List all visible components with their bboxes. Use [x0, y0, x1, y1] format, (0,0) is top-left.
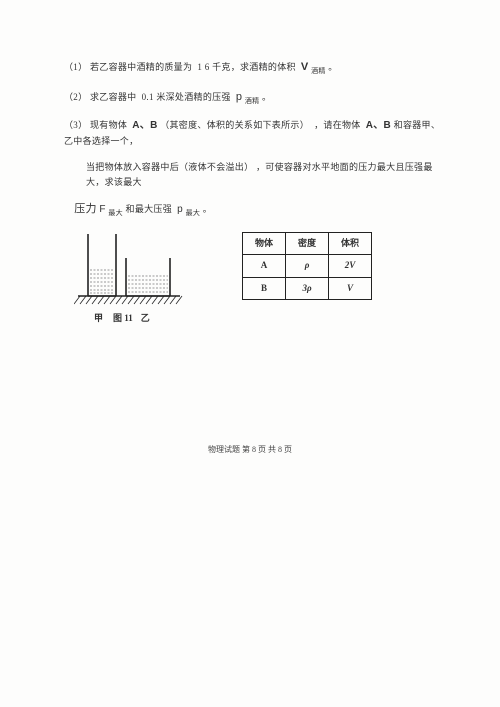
q3-label: （3） — [64, 120, 87, 130]
th-volume: 体积 — [329, 232, 372, 254]
question-3-line2: 当把物体放入容器中后（液体不会溢出） ，可使容器对水平地面的压力最大且压强最大，… — [86, 160, 442, 191]
q1-text-a: 若乙容器中酒精的质量为 — [90, 62, 192, 72]
fig-label-left: 甲 — [94, 311, 103, 326]
q2-label: （2） — [64, 92, 87, 102]
q3-ab1: A、B — [132, 120, 157, 131]
q3-l1c: ，请在物体 — [314, 120, 361, 130]
q1-sub: 酒精 — [311, 67, 326, 75]
density-volume-table: 物体 密度 体积 A ρ 2V B 3ρ V — [242, 232, 372, 300]
q1-val: 1 6 — [197, 62, 209, 72]
q1-unit: 千克，求酒精的体积 — [212, 62, 296, 72]
table-row: B 3ρ V — [243, 277, 372, 299]
q2-end: 。 — [262, 92, 271, 102]
q3-l2: 当把物体放入容器中后（液体不会溢出） ，可使容器对水平地面的压力最大且压强最大，… — [86, 162, 433, 187]
question-1: （1） 若乙容器中酒精的质量为 1 6 千克，求酒精的体积 V 酒精 。 — [64, 58, 442, 78]
cell-a-volume: 2V — [329, 255, 372, 277]
fig-label-right: 乙 — [141, 311, 150, 326]
q3-l3a: 压力 — [74, 203, 97, 215]
q3-l1b: （其密度、体积的关系如下表所示） — [160, 120, 309, 130]
page-footer: 物理试题 第 8 页 共 8 页 — [0, 443, 500, 457]
figure-table-row: 甲 图 11 乙 物体 密度 体积 A ρ 2V B 3ρ V — [64, 230, 442, 327]
containers-diagram — [74, 230, 184, 316]
th-density: 密度 — [286, 232, 329, 254]
q1-sym: V — [301, 61, 309, 73]
question-3-line1: （3） 现有物体 A、B （其密度、体积的关系如下表所示） ，请在物体 A、B … — [64, 117, 442, 149]
q2-text-a: 求乙容器中 — [90, 92, 137, 102]
table-header-row: 物体 密度 体积 — [243, 232, 372, 254]
cell-b-density: 3ρ — [286, 277, 329, 299]
q2-text-b: 米深处酒精的压强 — [156, 92, 230, 102]
q3-ab2: A、B — [366, 120, 391, 131]
q3-l1a: 现有物体 — [90, 120, 127, 130]
figure-11: 甲 图 11 乙 — [74, 230, 194, 327]
q3-p: p — [177, 204, 183, 215]
cell-b-volume: V — [329, 277, 372, 299]
question-3-line3: 压力 F 最大 和最大压强 p 最大 。 — [64, 200, 442, 220]
q3-l3b: 和最大压强 — [126, 204, 173, 214]
q2-val: 0.1 — [142, 92, 154, 102]
q3-f: F — [99, 204, 105, 215]
cell-b: B — [243, 277, 286, 299]
fig-label-mid: 图 11 — [113, 311, 133, 326]
th-object: 物体 — [243, 232, 286, 254]
q1-end: 。 — [328, 62, 337, 72]
cell-a-density: ρ — [286, 255, 329, 277]
q3-fsub: 最大 — [108, 209, 123, 217]
cell-a: A — [243, 255, 286, 277]
q2-sub: 酒精 — [245, 96, 260, 104]
table-row: A ρ 2V — [243, 255, 372, 277]
data-table-block: 物体 密度 体积 A ρ 2V B 3ρ V — [242, 232, 372, 300]
question-2: （2） 求乙容器中 0.1 米深处酒精的压强 p 酒精 。 — [64, 88, 442, 108]
q1-label: （1） — [64, 62, 87, 72]
q3-psub: 最大 — [186, 209, 201, 217]
q2-sym: p — [236, 91, 242, 103]
q3-end: 。 — [203, 204, 212, 214]
